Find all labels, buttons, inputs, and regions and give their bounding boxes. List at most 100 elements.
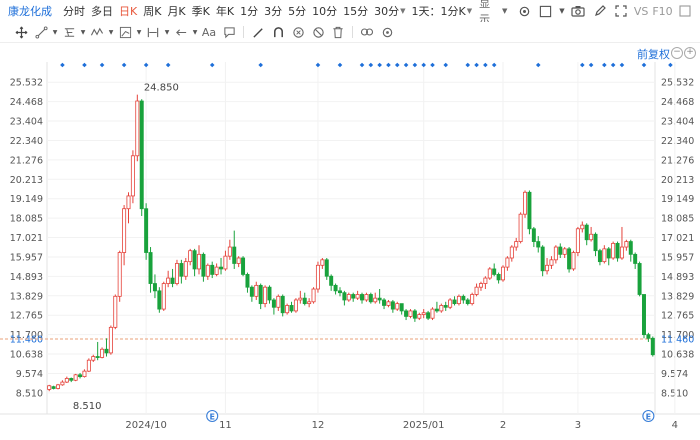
delete-icon[interactable] bbox=[329, 24, 347, 40]
candle-body bbox=[157, 290, 162, 310]
channel-tool-icon[interactable] bbox=[60, 24, 78, 40]
hide-icon[interactable] bbox=[309, 24, 327, 40]
y-tick-label-right: 14.893 bbox=[661, 272, 694, 283]
candle-body bbox=[606, 248, 611, 259]
timeframe-label: 月K bbox=[167, 5, 186, 18]
kline-chart[interactable]: 25.532 25.532 24.468 24.468 23.404 23.404 22.3… bbox=[0, 42, 700, 440]
timeframe-11[interactable]: 15分 bbox=[340, 3, 371, 19]
candle-body bbox=[236, 257, 241, 264]
candle-body bbox=[611, 242, 616, 259]
y-tick-label-left: 17.021 bbox=[10, 233, 43, 244]
chevron-down-icon[interactable]: ▼ bbox=[136, 28, 142, 36]
zoom-out-icon[interactable]: − bbox=[671, 47, 683, 59]
candle-body bbox=[580, 224, 585, 230]
timeframe-label: 15分 bbox=[343, 5, 369, 18]
magnet-icon[interactable] bbox=[269, 24, 287, 40]
chevron-down-icon[interactable]: ▼ bbox=[559, 7, 565, 15]
camera-icon[interactable] bbox=[570, 3, 587, 19]
chevron-down-icon[interactable]: ▼ bbox=[80, 28, 86, 36]
timeframe-13[interactable]: 1天：1分K ▼ bbox=[408, 3, 475, 19]
candle-body bbox=[293, 299, 298, 312]
vs-button[interactable]: VS bbox=[633, 4, 649, 18]
timeframe-9[interactable]: 5分 bbox=[285, 3, 309, 19]
candle-body bbox=[465, 299, 470, 305]
candle-body bbox=[575, 228, 580, 253]
candle-body bbox=[633, 253, 638, 264]
timeframe-4[interactable]: 月K bbox=[164, 3, 188, 19]
timeframe-0[interactable]: 分时 bbox=[60, 3, 88, 19]
timeframe-12[interactable]: 30分 ▼ bbox=[371, 3, 408, 19]
candle-body bbox=[597, 250, 602, 263]
timeframe-1[interactable]: 多日 bbox=[88, 3, 116, 19]
text-tool-icon[interactable]: Aa bbox=[201, 25, 217, 39]
chevron-down-icon[interactable]: ▼ bbox=[52, 28, 58, 36]
timeframe-7[interactable]: 1分 bbox=[237, 3, 261, 19]
range-tool-icon[interactable] bbox=[144, 24, 162, 40]
candle-body bbox=[523, 191, 528, 215]
y-tick-label-left: 20.213 bbox=[10, 175, 43, 186]
earnings-marker-icon[interactable] bbox=[206, 409, 219, 423]
brush-icon[interactable] bbox=[249, 24, 267, 40]
arrow-tool-icon[interactable] bbox=[172, 24, 190, 40]
timeframe-5[interactable]: 季K bbox=[189, 3, 213, 19]
measure-tool-icon[interactable] bbox=[116, 24, 134, 40]
candle-body bbox=[152, 283, 157, 292]
candle-body bbox=[86, 359, 91, 372]
candle-body bbox=[399, 303, 404, 312]
earnings-marker-icon[interactable] bbox=[642, 409, 655, 423]
chevron-down-icon[interactable]: ▼ bbox=[192, 28, 198, 36]
x-tick-label: 2024/10 bbox=[125, 420, 167, 431]
comment-icon[interactable] bbox=[220, 24, 238, 40]
event-dot-icon bbox=[465, 62, 471, 68]
candle-body bbox=[531, 228, 536, 242]
chevron-down-icon[interactable]: ▼ bbox=[164, 28, 170, 36]
link-icon[interactable] bbox=[358, 24, 376, 40]
settings-gear-icon[interactable] bbox=[515, 3, 532, 19]
fullscreen-icon[interactable] bbox=[612, 3, 629, 19]
y-tick-label-left: 22.340 bbox=[10, 136, 43, 147]
candle-body bbox=[593, 233, 598, 252]
y-tick-label-left: 14.893 bbox=[10, 272, 43, 283]
adjust-price-toggle[interactable]: 前复权 bbox=[637, 48, 670, 61]
f10-button[interactable]: F10 bbox=[652, 4, 673, 18]
event-dot-icon bbox=[209, 62, 215, 68]
candle-body bbox=[320, 259, 325, 266]
timeframe-6[interactable]: 年K bbox=[213, 3, 237, 19]
y-tick-label-left: 19.149 bbox=[10, 194, 43, 205]
x-tick-label: 3 bbox=[575, 420, 581, 431]
crosshair-icon[interactable] bbox=[12, 24, 30, 40]
display-menu[interactable]: 显示 ▼ bbox=[475, 0, 511, 26]
y-tick-label-left: 18.085 bbox=[10, 214, 43, 225]
chevron-down-icon: ▼ bbox=[400, 7, 406, 15]
candle-body bbox=[382, 299, 387, 306]
stock-name[interactable]: 康龙化成 bbox=[8, 5, 52, 18]
candle-body bbox=[641, 294, 646, 336]
timeframe-label: 3分 bbox=[264, 5, 283, 18]
candle-body bbox=[650, 337, 655, 356]
candle-body bbox=[104, 348, 109, 354]
y-tick-label-right: 15.957 bbox=[661, 252, 694, 263]
timeframe-2[interactable]: 日K bbox=[116, 3, 140, 19]
line-tool-icon[interactable] bbox=[32, 24, 50, 40]
pen-icon[interactable] bbox=[591, 3, 608, 19]
candle-body bbox=[100, 348, 105, 358]
timeframe-3[interactable]: 周K bbox=[140, 3, 164, 19]
settings-gear-icon[interactable] bbox=[378, 24, 396, 40]
candle-body bbox=[73, 374, 78, 381]
wave-tool-icon[interactable] bbox=[88, 24, 106, 40]
event-dot-icon bbox=[315, 62, 321, 68]
zoom-in-icon[interactable]: + bbox=[684, 47, 696, 59]
chevron-down-icon[interactable]: ▼ bbox=[108, 28, 114, 36]
window-icon[interactable] bbox=[677, 3, 694, 19]
lock-icon[interactable] bbox=[289, 24, 307, 40]
candle-body bbox=[122, 208, 127, 253]
timeframe-8[interactable]: 3分 bbox=[261, 3, 285, 19]
candle-body bbox=[197, 253, 201, 270]
timeframe-10[interactable]: 10分 bbox=[309, 3, 340, 19]
event-dot-icon bbox=[258, 62, 263, 68]
checkbox-icon[interactable] bbox=[537, 3, 554, 19]
period-toolbar: 康龙化成 分时 多日 日K 周K 月K 季K 年K 1分 3分 5分 10分 15分 30分 ▼ 1天：1分… bbox=[0, 0, 700, 26]
candle-body bbox=[232, 246, 237, 264]
event-dot-icon bbox=[474, 62, 479, 68]
candle-body bbox=[249, 286, 254, 297]
